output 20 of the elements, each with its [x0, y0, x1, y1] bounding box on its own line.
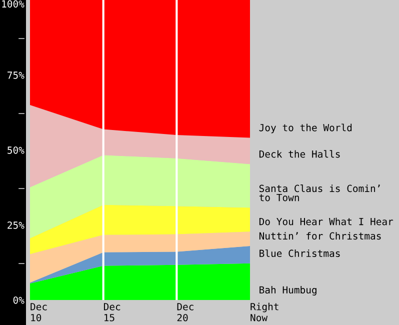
x-tick-label: Dec 10 — [30, 303, 47, 322]
y-tick-label: — — [18, 188, 24, 189]
series-label: Santa Claus is Comin’ to Town — [259, 184, 380, 202]
series-label: Bah Humbug — [260, 286, 316, 296]
series-label: Blue Christmas — [260, 249, 340, 258]
series-label: Nuttin’ for Christmas — [259, 232, 381, 240]
series-label: Deck the Halls — [259, 150, 340, 158]
series-label: Do You Hear What I Hear — [259, 218, 394, 226]
x-tick-label: Right Now — [250, 302, 278, 322]
y-tick-label: 25% — [8, 222, 24, 229]
x-tick-label: Dec 15 — [104, 303, 120, 322]
y-tick-label: — — [18, 38, 24, 39]
y-tick-label: — — [18, 263, 24, 264]
y-tick-label: 100% — [2, 0, 24, 8]
y-tick-label: 0% — [13, 296, 24, 304]
y-tick-label: 75% — [8, 72, 24, 79]
series-label: Joy to the World — [259, 124, 352, 134]
x-tick-label: Dec 20 — [177, 303, 194, 322]
y-tick-label: — — [18, 113, 24, 114]
y-tick-label: 50% — [8, 146, 24, 154]
